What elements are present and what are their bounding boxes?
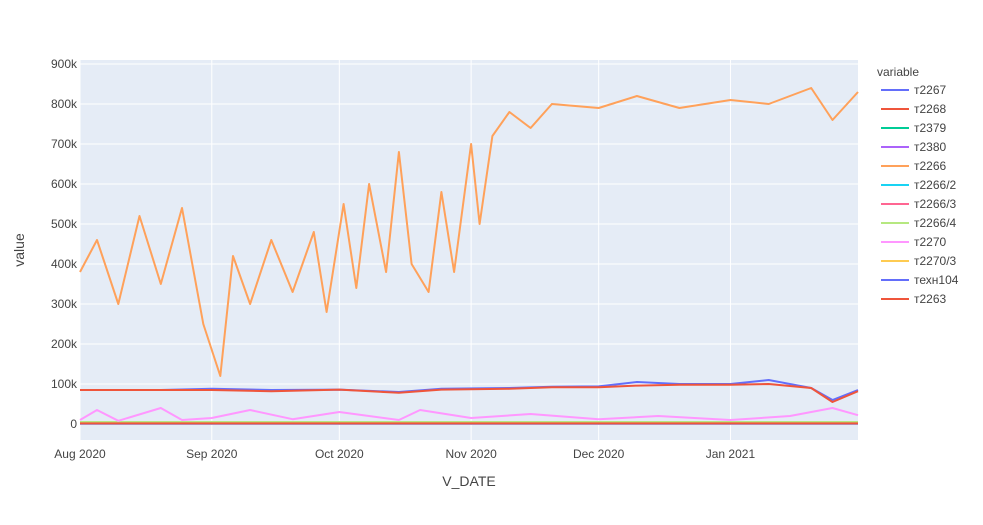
legend-label: т2270/3	[914, 254, 957, 268]
legend-label: т2266/2	[914, 178, 957, 192]
legend-label: т2267	[914, 83, 947, 97]
legend-item[interactable]: т2266/2	[881, 178, 957, 192]
legend-label: т2270	[914, 235, 947, 249]
legend-label: т2266/4	[914, 216, 957, 230]
legend-item[interactable]: т2263	[881, 292, 947, 306]
y-tick-labels: 0 100k 200k 300k 400k 500k 600k 700k 800k 900k	[51, 57, 78, 431]
series-line-1	[80, 383, 859, 403]
plot-background	[80, 60, 858, 440]
legend-item[interactable]: техн104	[881, 273, 959, 287]
y-tick-label: 500k	[51, 217, 78, 231]
legend-item[interactable]: т2268	[881, 102, 947, 116]
legend-item[interactable]: т2266/4	[881, 216, 957, 230]
legend-label: т2379	[914, 121, 947, 135]
x-tick-label: Jan 2021	[706, 447, 756, 461]
y-tick-label: 900k	[51, 57, 78, 71]
x-axis-title: V_DATE	[442, 473, 495, 489]
series-lines	[79, 87, 859, 425]
y-tick-label: 0	[70, 417, 77, 431]
y-tick-label: 700k	[51, 137, 78, 151]
legend-item[interactable]: т2267	[881, 83, 947, 97]
legend-label: техн104	[914, 273, 959, 287]
legend-item[interactable]: т2266	[881, 159, 947, 173]
legend-label: т2263	[914, 292, 947, 306]
legend-item[interactable]: т2380	[881, 140, 947, 154]
legend-label: т2380	[914, 140, 947, 154]
y-tick-label: 800k	[51, 97, 78, 111]
legend-label: т2266	[914, 159, 947, 173]
x-tick-label: Dec 2020	[573, 447, 625, 461]
legend-item[interactable]: т2270	[881, 235, 947, 249]
y-tick-label: 100k	[51, 377, 78, 391]
series-line-4	[79, 87, 859, 377]
legend-item[interactable]: т2379	[881, 121, 947, 135]
legend-label: т2268	[914, 102, 947, 116]
y-tick-label: 600k	[51, 177, 78, 191]
x-tick-labels: Aug 2020 Sep 2020 Oct 2020 Nov 2020 Dec 2020…	[54, 447, 755, 461]
legend-item[interactable]: т2270/3	[881, 254, 957, 268]
x-tick-label: Sep 2020	[186, 447, 238, 461]
legend-label: т2266/3	[914, 197, 957, 211]
x-tick-label: Aug 2020	[54, 447, 106, 461]
x-tick-label: Oct 2020	[315, 447, 364, 461]
y-tick-label: 400k	[51, 257, 78, 271]
legend-item[interactable]: т2266/3	[881, 197, 957, 211]
legend-title: variable	[877, 65, 919, 79]
y-tick-label: 200k	[51, 337, 78, 351]
y-axis-title: value	[11, 233, 27, 267]
series-line-8	[79, 407, 859, 422]
legend[interactable]: variable т2267 т2268 т2379 т2380 т2266 т2266/…	[877, 65, 959, 306]
y-tick-label: 300k	[51, 297, 78, 311]
x-tick-label: Nov 2020	[445, 447, 497, 461]
